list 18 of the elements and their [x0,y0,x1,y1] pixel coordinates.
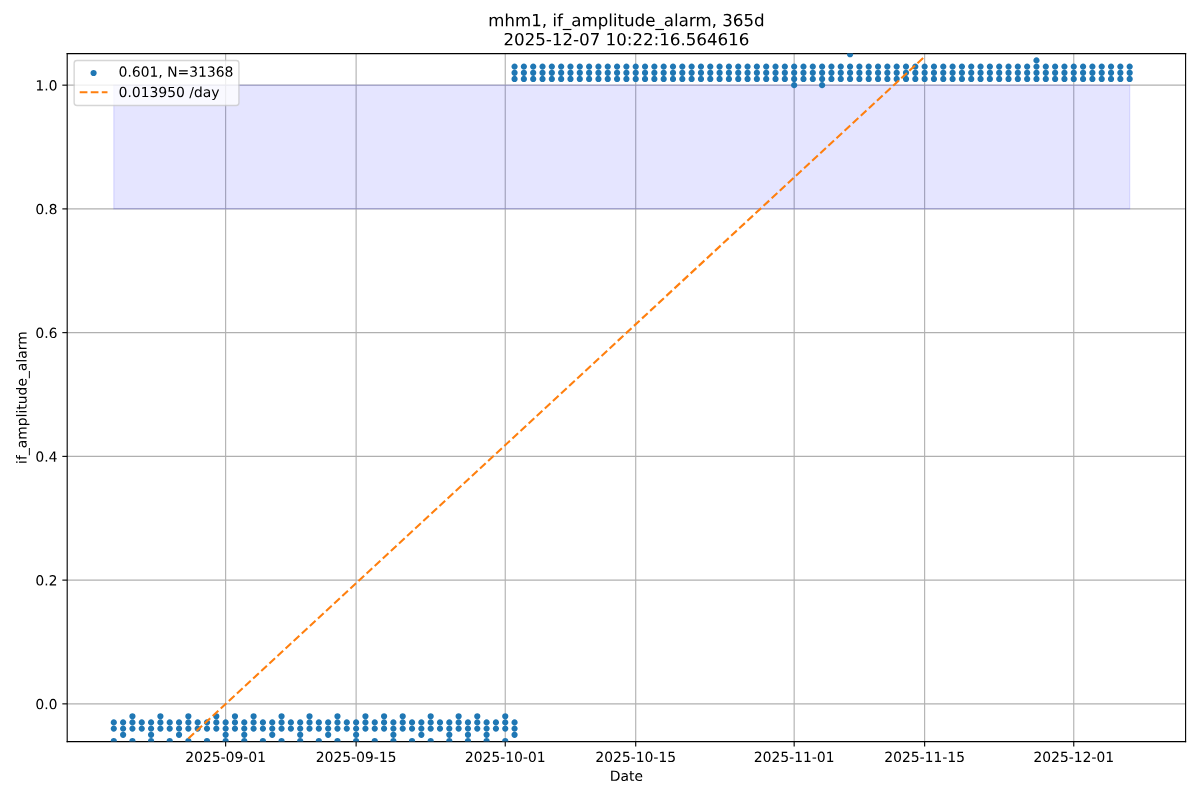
y-tick-label: 0.2 [36,575,57,586]
x-axis-title: Date [611,770,643,782]
y-tick-label: 0.0 [36,698,57,710]
x-tick-label: 2025-09-01 [186,751,265,763]
x-tick-label: 2025-10-15 [596,751,675,763]
y-axis-title: if_amplitude_alarm [16,332,30,463]
x-tick-label: 2025-11-01 [754,751,834,763]
y-tick-label: 0.6 [36,327,57,339]
x-tick-label: 2025-09-15 [316,751,396,763]
x-tick-label: 2025-11-15 [885,751,964,763]
x-tick-label: 2025-10-01 [465,751,545,763]
chart-title: mhm1, if_amplitude_alarm, 365d 2025-12-07 10:22:16.564616 [489,13,764,46]
legend-label: 0.013950 /day [119,86,220,100]
y-tick-label: 1.0 [36,80,57,91]
y-tick-label: 0.8 [36,203,57,215]
legend-label: 0.601, N=31368 [119,66,233,79]
x-tick-label: 2025-12-01 [1034,751,1113,763]
y-tick-label: 0.4 [36,451,57,462]
